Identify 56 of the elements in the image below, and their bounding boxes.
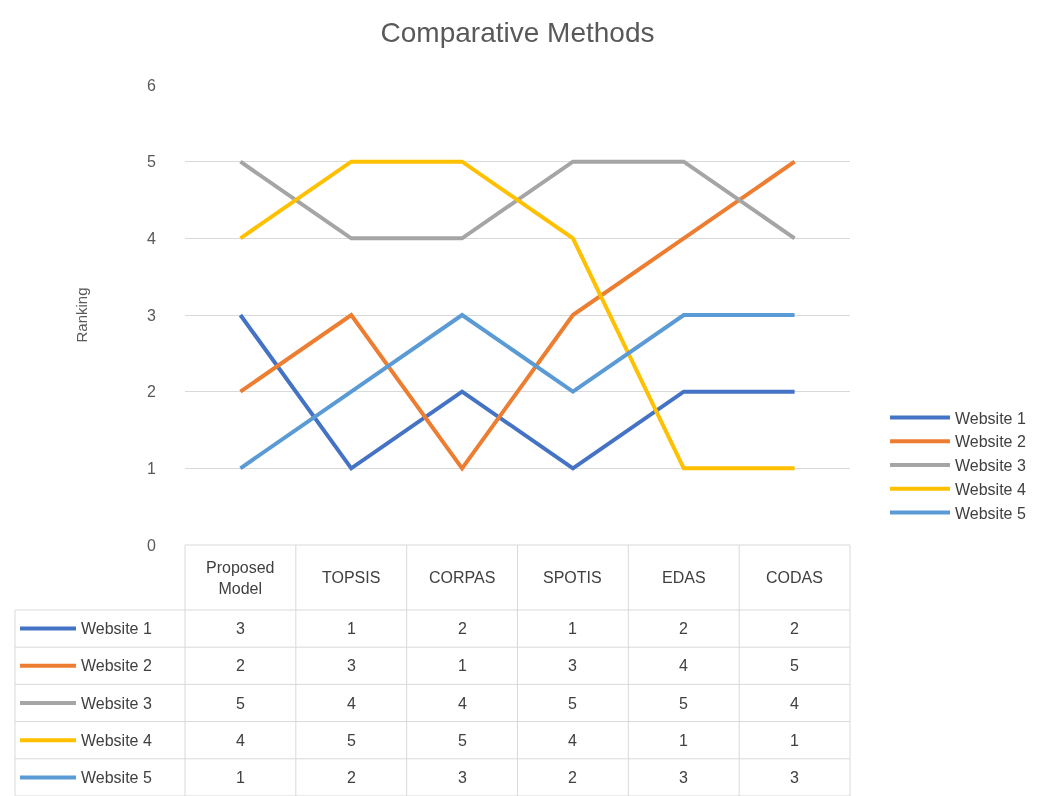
text: Website 1 <box>81 620 152 637</box>
data-label: 3 <box>458 769 467 786</box>
y-tick-label: 0 <box>147 536 157 554</box>
data-label: 1 <box>347 620 356 637</box>
y-axis-title: Ranking <box>73 287 91 343</box>
data-label: 2 <box>236 657 245 674</box>
chart-title: Comparative Methods <box>380 16 655 48</box>
data-label: 2 <box>458 620 467 637</box>
data-label: 5 <box>679 695 688 712</box>
data-label: 5 <box>568 695 577 712</box>
data-label: 3 <box>679 769 688 786</box>
legend-label: Website 2 <box>955 433 1026 451</box>
data-label: 3 <box>568 657 577 674</box>
x-tick-label: EDAS <box>662 569 706 586</box>
data-label: 4 <box>347 695 356 712</box>
data-label: 2 <box>790 620 799 637</box>
data-label: 3 <box>790 769 799 786</box>
x-tick-label: TOPSIS <box>322 569 381 586</box>
legend-label: Website 4 <box>955 481 1026 499</box>
x-tick-label: CORPAS <box>429 569 496 586</box>
y-tick-label: 5 <box>147 153 157 171</box>
x-tick-label: SPOTIS <box>543 569 602 586</box>
line-series <box>238 159 797 471</box>
data-label: 2 <box>679 620 688 637</box>
text: Website 4 <box>81 732 152 749</box>
data-label: 1 <box>679 732 688 749</box>
y-tick-label: 1 <box>147 459 157 477</box>
y-tick-label: 2 <box>147 383 157 401</box>
data-label: 1 <box>568 620 577 637</box>
data-label: 4 <box>790 695 799 712</box>
data-label: 5 <box>790 657 799 674</box>
data-label: 4 <box>568 732 577 749</box>
legend-label: Website 3 <box>955 457 1026 475</box>
y-tick-label: 4 <box>147 229 157 247</box>
text: Website 2 <box>81 657 152 674</box>
legend-label: Website 5 <box>955 504 1026 522</box>
x-tick-label: CODAS <box>766 569 823 586</box>
data-label: 3 <box>347 657 356 674</box>
data-label: 1 <box>790 732 799 749</box>
data-label: 5 <box>236 695 245 712</box>
data-label: 2 <box>568 769 577 786</box>
y-tick-label: 6 <box>147 76 157 94</box>
data-label: 4 <box>679 657 688 674</box>
y-tick-label: 3 <box>147 306 157 324</box>
x-tick-label: Proposed Model <box>206 559 275 597</box>
data-label: 5 <box>347 732 356 749</box>
data-label: 4 <box>458 695 467 712</box>
data-label: 2 <box>347 769 356 786</box>
data-label: 1 <box>236 769 245 786</box>
data-label: 3 <box>236 620 245 637</box>
data-label: 1 <box>458 657 467 674</box>
text: Website 3 <box>81 695 152 712</box>
text: Website 5 <box>81 769 152 786</box>
data-label: 4 <box>236 732 245 749</box>
data-label: 5 <box>458 732 467 749</box>
legend-label: Website 1 <box>955 409 1026 427</box>
